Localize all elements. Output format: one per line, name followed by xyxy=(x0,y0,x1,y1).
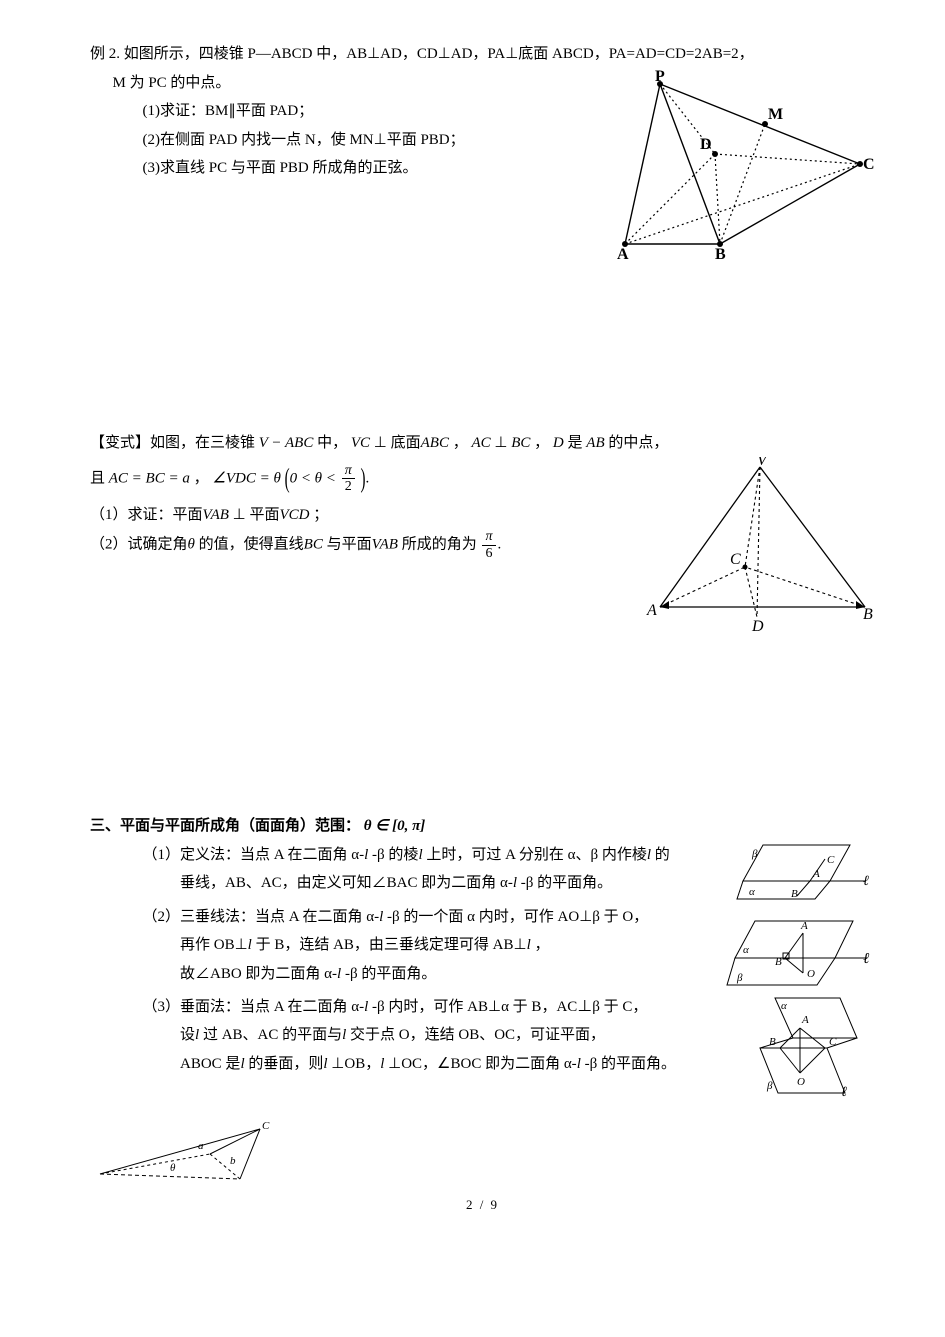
variant-line1: 【变式】如图，在三棱锥 V − ABC 中， VC ⊥ 底面ABC ， AC ⊥… xyxy=(90,429,875,458)
svg-text:β: β xyxy=(751,848,758,860)
svg-text:α: α xyxy=(749,886,755,898)
section3-block: 三、平面与平面所成角（面面角）范围： θ ∈ [0, π] （1）定义法：当点 … xyxy=(90,812,875,1217)
svg-text:O: O xyxy=(797,1076,805,1088)
svg-text:B: B xyxy=(715,246,726,259)
svg-text:C: C xyxy=(262,1120,270,1132)
svg-text:B: B xyxy=(775,956,782,968)
svg-text:b: b xyxy=(230,1155,236,1167)
svg-text:α: α xyxy=(781,1000,787,1012)
s3-m2-l2: 再作 OB⊥l 于 B，连结 AB，由三垂线定理可得 AB⊥l ， xyxy=(90,931,725,960)
variant-q1: （1）求证：平面VAB ⊥ 平面VCD ； xyxy=(90,501,645,530)
svg-text:B: B xyxy=(863,606,873,623)
svg-text:A: A xyxy=(617,246,629,259)
example-2-block: 例 2. 如图所示，四棱锥 P—ABCD 中，AB⊥AD，CD⊥AD，PA⊥底面… xyxy=(90,40,875,259)
ex2-q3: (3)求直线 PC 与平面 PBD 所成角的正弦。 xyxy=(90,154,605,183)
ex2-q2: (2)在侧面 PAD 内找一点 N，使 MN⊥平面 PBD； xyxy=(90,126,605,155)
svg-text:A: A xyxy=(812,868,820,880)
s3-fig1: β C A B α ℓ xyxy=(735,841,875,903)
svg-text:D: D xyxy=(700,136,712,153)
ex2-figure: P A B C D M xyxy=(605,69,875,259)
s3-m2-l1: （2）三垂线法：当点 A 在二面角 α-l -β 的一个面 α 内时，可作 AO… xyxy=(90,903,725,932)
svg-text:C: C xyxy=(829,1036,837,1048)
svg-text:A: A xyxy=(800,920,808,932)
svg-text:C: C xyxy=(730,551,741,568)
svg-text:ℓ: ℓ xyxy=(841,1085,847,1100)
variant-figure: V A B C D xyxy=(645,457,875,632)
svg-text:A: A xyxy=(646,602,657,619)
s3-m1-l2: 垂线，AB、AC，由定义可知∠BAC 即为二面角 α-l -β 的平面角。 xyxy=(90,869,735,898)
svg-text:ℓ: ℓ xyxy=(863,874,869,889)
page-number: 2 / 9 xyxy=(90,1193,875,1218)
svg-text:B: B xyxy=(769,1036,776,1048)
s3-fig2: α A B O β ℓ xyxy=(725,903,875,993)
s3-m3-l3: ABOC 是l 的垂面，则l ⊥OB，l ⊥OC，∠BOC 即为二面角 α-l … xyxy=(90,1050,745,1079)
s3-m1-l1: （1）定义法：当点 A 在二面角 α-l -β 的棱l 上时，可过 A 分别在 … xyxy=(90,841,735,870)
svg-text:ℓ: ℓ xyxy=(863,951,869,967)
s3-m2-l3: 故∠ABO 即为二面角 α-l -β 的平面角。 xyxy=(90,960,725,989)
variant-line2: 且 AC = BC = a ， ∠VDC = θ (0 < θ < π2 ). xyxy=(90,463,645,495)
svg-text:α: α xyxy=(743,944,749,956)
svg-text:D: D xyxy=(751,618,764,632)
s3-m3-l1: （3）垂面法：当点 A 在二面角 α-l -β 内时，可作 AB⊥α 于 B，A… xyxy=(90,993,745,1022)
svg-text:θ: θ xyxy=(170,1162,176,1174)
svg-text:a: a xyxy=(198,1140,204,1152)
s3-m3-l2: 设l 过 AB、AC 的平面与l 交于点 O，连结 OB、OC，可证平面， xyxy=(90,1021,745,1050)
variant-block: 【变式】如图，在三棱锥 V − ABC 中， VC ⊥ 底面ABC ， AC ⊥… xyxy=(90,429,875,633)
ex2-sub: M 为 PC 的中点。 xyxy=(90,69,605,98)
svg-text:β: β xyxy=(766,1080,773,1092)
svg-text:O: O xyxy=(807,968,815,980)
svg-text:C: C xyxy=(863,156,875,173)
svg-text:β: β xyxy=(736,972,743,984)
s3-fig3: B C A O α β ℓ xyxy=(745,993,875,1113)
svg-text:A: A xyxy=(801,1014,809,1026)
svg-text:P: P xyxy=(655,69,665,85)
variant-q2: （2）试确定角θ 的值，使得直线BC 与平面VAB 所成的角为 π6. xyxy=(90,529,645,561)
ex2-title: 例 2. 如图所示，四棱锥 P—ABCD 中，AB⊥AD，CD⊥AD，PA⊥底面… xyxy=(90,40,875,69)
s3-bottom-figure: C a b θ xyxy=(90,1119,875,1189)
section3-heading: 三、平面与平面所成角（面面角）范围： θ ∈ [0, π] xyxy=(90,812,875,841)
svg-text:B: B xyxy=(791,888,798,900)
svg-text:M: M xyxy=(768,106,783,123)
svg-text:C: C xyxy=(827,854,835,866)
svg-text:V: V xyxy=(757,457,769,469)
ex2-q1: (1)求证：BM∥平面 PAD； xyxy=(90,97,605,126)
